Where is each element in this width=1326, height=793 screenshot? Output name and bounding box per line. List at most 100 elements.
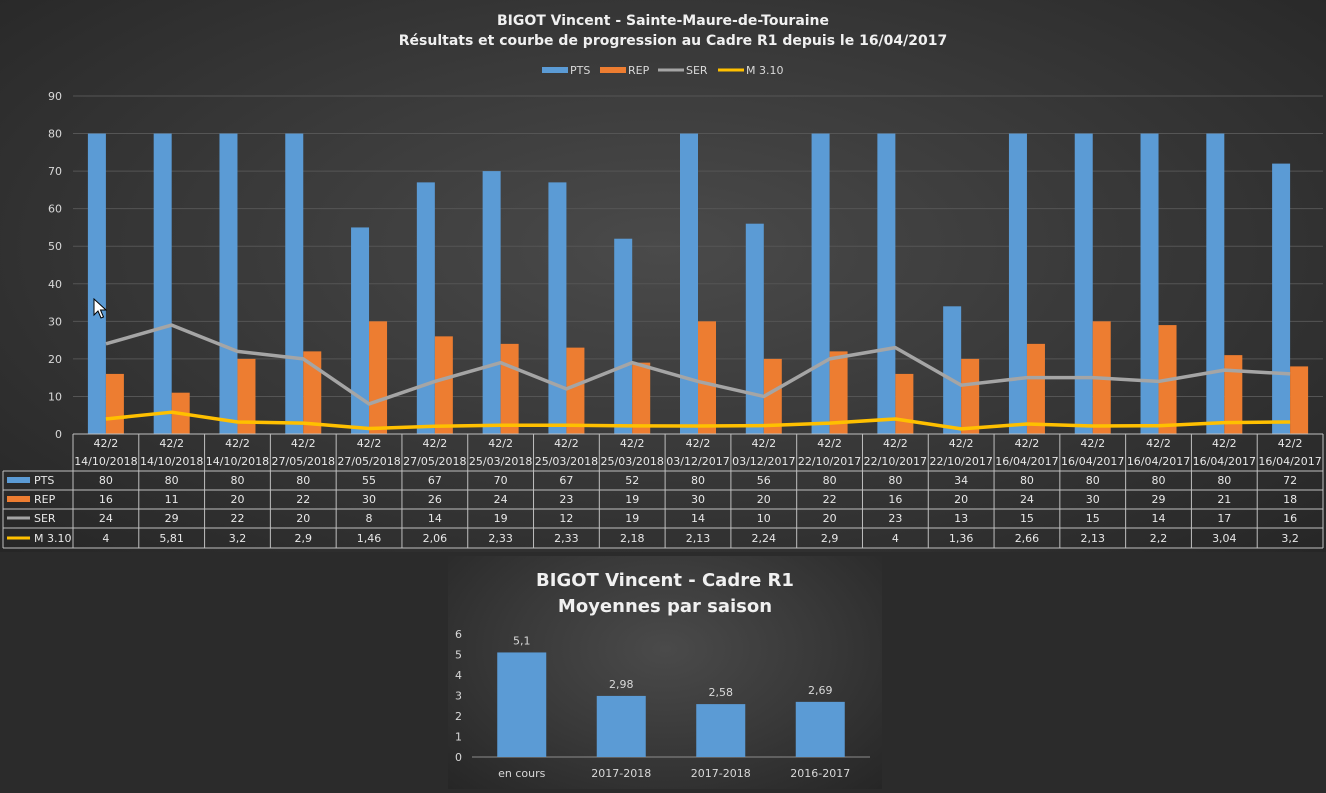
legend-label: M 3.10 <box>746 64 783 77</box>
line-m310 <box>105 410 1291 431</box>
bar-pts <box>877 133 896 435</box>
data-label: 5,1 <box>513 634 531 647</box>
x-category-label: 42/2 <box>1080 437 1105 450</box>
x-category-date: 27/05/2018 <box>272 455 335 468</box>
table-cell: 70 <box>494 474 508 487</box>
y-tick-label: 20 <box>48 353 62 366</box>
bar <box>795 701 845 757</box>
season-average-plot: 0 1 2 3 4 5 6 5,1 en cours 2,98 2017-2018 2,58 2017-… <box>455 628 870 780</box>
table-cell: 22 <box>230 512 244 525</box>
table-cell: 56 <box>757 474 771 487</box>
table-cell: 2,9 <box>295 532 313 545</box>
bar-rep <box>763 358 782 434</box>
table-cell: 22 <box>823 493 837 506</box>
bar-pts <box>1074 133 1093 435</box>
x-tick-label: en cours <box>498 767 546 780</box>
data-label: 2,58 <box>709 686 734 699</box>
results-chart: BIGOT Vincent - Sainte-Maure-de-Touraine… <box>0 0 1326 552</box>
data-label: 2,98 <box>609 678 634 691</box>
table-cell: 20 <box>296 512 310 525</box>
table-cell: 10 <box>757 512 771 525</box>
y-tick-label: 4 <box>455 669 462 682</box>
table-cell: 14 <box>691 512 705 525</box>
x-category-date: 16/04/2017 <box>1127 455 1190 468</box>
bar-rep <box>1290 366 1309 434</box>
table-cell: 2,2 <box>1150 532 1168 545</box>
x-category-date: 16/04/2017 <box>1061 455 1124 468</box>
bar-pts <box>87 133 106 435</box>
table-cell: 80 <box>823 474 837 487</box>
table-cell: 3,04 <box>1212 532 1237 545</box>
chart2-subtitle: Moyennes par saison <box>558 596 772 617</box>
table-cell: 20 <box>823 512 837 525</box>
table-cell: 5,81 <box>159 532 184 545</box>
x-category-label: 42/2 <box>225 437 250 450</box>
x-category-date: 27/05/2018 <box>337 455 400 468</box>
table-cell: 1,36 <box>949 532 974 545</box>
table-cell: 2,13 <box>686 532 711 545</box>
table-legend-swatch <box>7 477 30 483</box>
x-category-label: 42/2 <box>949 437 974 450</box>
table-cell: 16 <box>888 493 902 506</box>
bar-rep <box>566 347 585 434</box>
table-cell: 14 <box>428 512 442 525</box>
x-category-date: 22/10/2017 <box>864 455 927 468</box>
table-series-name: REP <box>34 493 56 506</box>
x-category-label: 42/2 <box>291 437 316 450</box>
y-tick-label: 30 <box>48 315 62 328</box>
y-tick-label: 40 <box>48 278 62 291</box>
table-cell: 2,33 <box>488 532 513 545</box>
chart-subtitle: Résultats et courbe de progression au Ca… <box>399 33 947 49</box>
legend-label: PTS <box>570 64 590 77</box>
table-legend-swatch <box>7 496 30 502</box>
table-series-name: M 3.10 <box>34 532 71 545</box>
bar-pts <box>548 182 567 434</box>
table-cell: 1,46 <box>357 532 382 545</box>
table-cell: 23 <box>559 493 573 506</box>
bar-pts <box>351 227 370 434</box>
bar-rep <box>1224 355 1243 434</box>
table-cell: 24 <box>1020 493 1034 506</box>
bar-pts <box>943 306 962 434</box>
data-label: 2,69 <box>808 684 833 697</box>
y-tick-label: 90 <box>48 90 62 103</box>
table-cell: 11 <box>165 493 179 506</box>
x-category-date: 03/12/2017 <box>666 455 729 468</box>
bar-pts <box>614 238 633 434</box>
table-cell: 13 <box>954 512 968 525</box>
legend-label: REP <box>628 64 650 77</box>
bar-rep <box>105 373 124 434</box>
x-category-date: 14/10/2018 <box>74 455 137 468</box>
y-tick-label: 6 <box>455 628 462 641</box>
results-plot: 0 10 20 30 40 50 60 70 80 90 PTS REP SER M 3.10 42/2 14… <box>2 64 1324 549</box>
table-cell: 34 <box>954 474 968 487</box>
table-cell: 30 <box>362 493 376 506</box>
chart2-title: BIGOT Vincent - Cadre R1 <box>536 570 794 591</box>
y-tick-label: 10 <box>48 390 62 403</box>
table-cell: 17 <box>1217 512 1231 525</box>
bar-rep <box>829 351 848 434</box>
table-cell: 30 <box>1086 493 1100 506</box>
table-cell: 52 <box>625 474 639 487</box>
table-cell: 80 <box>1217 474 1231 487</box>
table-cell: 14 <box>1152 512 1166 525</box>
bar-pts <box>219 133 238 435</box>
bar-pts <box>482 171 501 434</box>
table-cell: 2,13 <box>1080 532 1105 545</box>
bar-pts <box>1206 133 1225 435</box>
results-chart-svg: BIGOT Vincent - Sainte-Maure-de-Touraine… <box>2 13 1324 549</box>
y-tick-label: 2 <box>455 710 462 723</box>
y-tick-label: 50 <box>48 240 62 253</box>
x-tick-label: 2017-2018 <box>591 767 651 780</box>
y-tick-label: 0 <box>55 428 62 441</box>
x-category-date: 16/04/2017 <box>1258 455 1321 468</box>
table-cell: 30 <box>691 493 705 506</box>
x-category-date: 14/10/2018 <box>140 455 203 468</box>
table-series-name: PTS <box>34 474 54 487</box>
table-cell: 26 <box>428 493 442 506</box>
bar-rep <box>632 362 651 434</box>
table-cell: 67 <box>428 474 442 487</box>
table-cell: 15 <box>1086 512 1100 525</box>
table-cell: 80 <box>1152 474 1166 487</box>
table-cell: 2,9 <box>821 532 839 545</box>
